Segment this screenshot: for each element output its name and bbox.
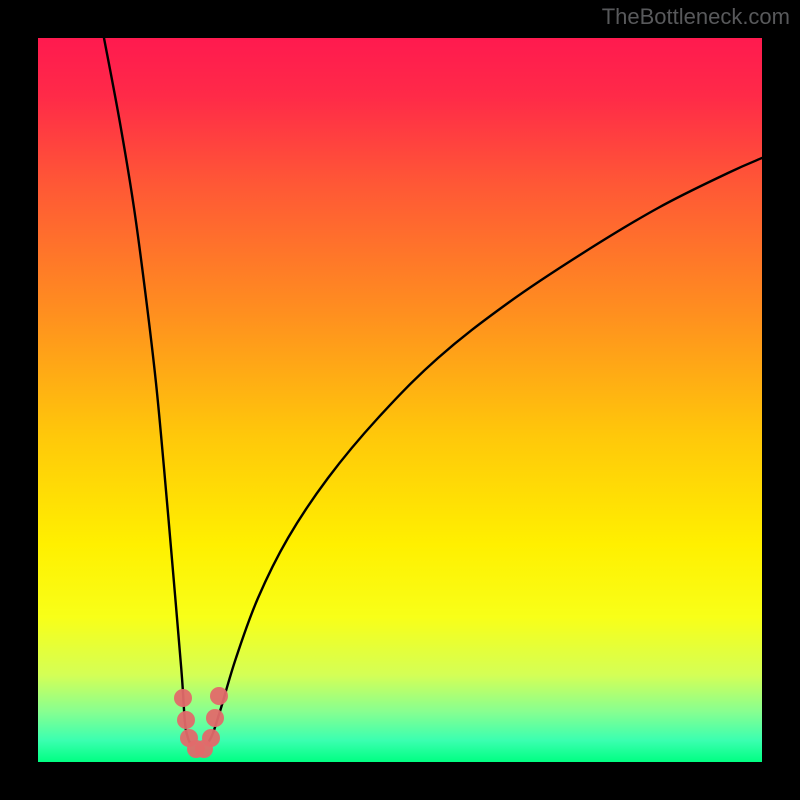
marker-dot — [177, 711, 195, 729]
chart-canvas: TheBottleneck.com — [0, 0, 800, 800]
marker-dot — [174, 689, 192, 707]
watermark-text: TheBottleneck.com — [602, 4, 790, 30]
curve-right — [208, 158, 762, 743]
plot-area — [38, 38, 762, 762]
marker-dot — [206, 709, 224, 727]
curve-left — [104, 38, 190, 743]
curves-layer — [38, 38, 762, 762]
marker-dot — [202, 729, 220, 747]
marker-dot — [210, 687, 228, 705]
